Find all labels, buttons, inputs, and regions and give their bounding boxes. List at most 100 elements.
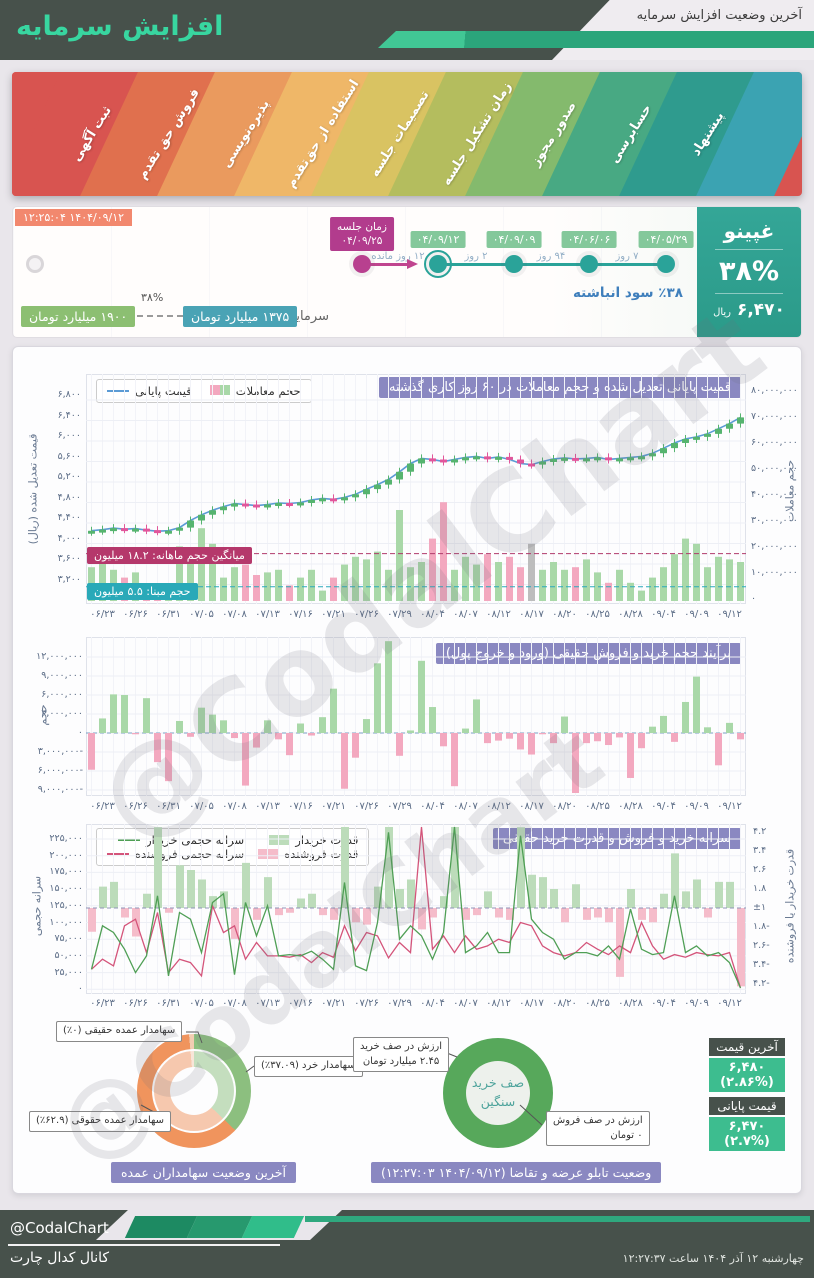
x-tick-label: ۰۸/۰۷ (453, 609, 478, 620)
y-tick-label: ۹,۰۰۰,۰۰۰ (41, 670, 83, 681)
flow-bar (550, 733, 557, 744)
candle (253, 504, 260, 508)
buyer-power-bar (198, 879, 206, 908)
volume-bar (594, 572, 601, 601)
flow-bar (143, 698, 150, 733)
y-tick-label: -۳.۴ (753, 959, 770, 970)
candle (352, 494, 359, 498)
last-price-value: ۶,۴۸۰ (۲.۸۶%) (709, 1058, 785, 1092)
timeline-date-badge: ۰۴/۰۹/۱۲ (410, 231, 466, 248)
y-tick-label: ۷۵,۰۰۰ (54, 933, 83, 945)
x-tick-label: ۰۸/۲۸ (618, 801, 643, 812)
timeline-arrow-icon (407, 259, 418, 269)
legend-label: سرانه حجمی فروشنده (135, 847, 245, 861)
volume-bar (374, 551, 381, 601)
flow-bar (165, 733, 172, 782)
seller-percapita-line (91, 826, 742, 989)
seller-power-bar (165, 908, 173, 913)
x-tick-label: ۰۷/۲۶ (354, 801, 379, 812)
flow-bar (440, 733, 447, 747)
seller-power-bar (506, 908, 514, 920)
volume-bar (385, 569, 392, 601)
timeline-node (505, 255, 523, 273)
x-tick-label: ۰۸/۲۸ (618, 609, 643, 620)
volume-bar (242, 564, 249, 601)
symbol-name: غپینو (723, 219, 775, 243)
y-tick-label: -۳,۰۰۰,۰۰۰ (37, 746, 83, 757)
y-tick-label: -۹,۰۰۰,۰۰۰ (37, 784, 83, 795)
seller-power-bar (231, 908, 239, 939)
flow-bar (88, 733, 95, 770)
timeline-date-badge: ۰۴/۰۶/۰۶ (561, 231, 617, 248)
orderbook-center: صف خرید سنگین (466, 1061, 530, 1125)
flow-bar (275, 733, 282, 740)
seller-power-bar (649, 908, 657, 923)
legend-item-seller-power: قدرت فروشنده (258, 847, 358, 861)
seller-power-bar (418, 908, 426, 930)
flow-bar (605, 733, 612, 746)
flow-bar (693, 676, 700, 733)
y-tick-label: ۶۰,۰۰۰,۰۰۰ (751, 437, 798, 448)
donut-hole (170, 1067, 218, 1115)
candle (561, 457, 568, 461)
flow-bar (539, 733, 546, 735)
callout-buy-queue: ارزش در صف خرید ۲.۴۵ میلیارد تومان (353, 1037, 450, 1072)
x-tick-label: ۰۷/۰۸ (222, 998, 247, 1009)
x-tick-label: ۰۶/۲۳ (90, 609, 115, 620)
x-tick-label: ۰۷/۱۳ (255, 998, 280, 1009)
timeline-card: ۱۴۰۴/۰۹/۱۲ ۱۲:۲۵:۰۴ غپینو ۳۸% ۶,۴۷۰ ریال… (12, 206, 802, 338)
x-tick-label: ۰۶/۲۳ (90, 801, 115, 812)
x-tick-label: ۰۸/۲۰ (552, 998, 577, 1009)
volume-bar (517, 567, 524, 601)
y-tick-label: ۶,۰۰۰ (57, 430, 81, 441)
flow-bar (737, 733, 744, 740)
candle (704, 433, 711, 437)
line-swatch-icon (107, 853, 129, 855)
seller-power-bar (594, 908, 602, 918)
buyer-power-bar (726, 881, 734, 908)
volume-swatch-icon (209, 384, 230, 398)
candle (297, 502, 304, 506)
flow-bar (385, 641, 392, 733)
buyer-power-bar (242, 862, 250, 908)
y-tick-label: ۶,۴۰۰ (57, 409, 81, 421)
x-tick-label: ۰۶/۳۱ (156, 801, 181, 812)
volume-bar (572, 567, 579, 601)
candle (671, 443, 678, 449)
volume-bar (583, 559, 590, 601)
buyer-power-bar (715, 881, 723, 908)
volume-bar (660, 567, 667, 601)
timeline-node (657, 255, 675, 273)
x-tick-label: ۰۷/۱۶ (288, 998, 313, 1009)
x-tick-label: ۰۸/۰۷ (453, 801, 478, 812)
buyer-power-bar (440, 896, 448, 908)
line-swatch-icon (107, 390, 129, 392)
volume-bar (286, 585, 293, 601)
y-tick-label: ۳۰,۰۰۰,۰۰۰ (751, 515, 798, 526)
volume-bar (528, 543, 535, 601)
x-tick-label: ۰۸/۲۵ (585, 609, 610, 620)
volume-bar (440, 502, 447, 601)
flow-bar (484, 733, 491, 744)
y-tick-label: ۸۰,۰۰۰,۰۰۰ (751, 385, 798, 396)
flow-bar (308, 733, 315, 736)
y-tick-label: ۳,۲۰۰ (57, 573, 81, 585)
seller-power-bar (121, 908, 129, 918)
footer-datetime: چهارشنبه ۱۲ آذر ۱۴۰۴ ساعت ۱۲:۲۷:۳۷ (622, 1252, 804, 1265)
callout-line (245, 1065, 255, 1073)
volume-bar (396, 510, 403, 601)
candle (264, 504, 271, 508)
x-tick-label: ۰۶/۲۶ (123, 609, 148, 620)
candle (594, 457, 601, 461)
x-tick-label: ۰۷/۰۵ (189, 609, 214, 620)
legend-item-buyer-percapita: سرانه حجمی خریدار (107, 833, 244, 847)
candle (165, 530, 172, 534)
seller-power-bar (319, 908, 327, 916)
seller-power-bar (605, 908, 613, 923)
volume-bar (693, 543, 700, 601)
x-tick-label: ۰۸/۲۵ (585, 801, 610, 812)
legend-label: قیمت پایانی (135, 384, 192, 398)
y-tick-label: ۰ (77, 983, 83, 995)
candle (154, 530, 161, 534)
candle (627, 457, 634, 461)
